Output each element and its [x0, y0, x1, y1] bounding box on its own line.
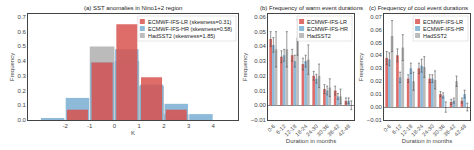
svg-text:Duration in months: Duration in months: [286, 138, 336, 144]
svg-text:0-6: 0-6: [266, 123, 276, 133]
svg-text:HadSST2: HadSST2: [423, 33, 447, 39]
svg-text:0.0: 0.0: [18, 117, 27, 123]
svg-text:0.2: 0.2: [18, 88, 27, 94]
svg-text:42-48: 42-48: [337, 123, 351, 137]
svg-text:24-30: 24-30: [421, 123, 435, 137]
svg-text:-2: -2: [62, 123, 68, 129]
svg-text:ECMWF-IFS-LR: ECMWF-IFS-LR: [307, 19, 347, 25]
svg-text:Duration in months: Duration in months: [402, 138, 452, 144]
svg-text:ECMWF-IFS-HR: ECMWF-IFS-HR: [423, 26, 464, 32]
svg-text:0.5: 0.5: [18, 43, 27, 49]
svg-text:ECMWF-IFS-LR (skewness=0.31): ECMWF-IFS-LR (skewness=0.31): [148, 19, 231, 25]
svg-text:ECMWF-IFS-HR: ECMWF-IFS-HR: [307, 26, 348, 32]
svg-text:(b) Frequency of warm event du: (b) Frequency of warm event durations: [260, 5, 363, 11]
svg-text:(c) Frequency of cool event du: (c) Frequency of cool event durations: [369, 5, 468, 11]
svg-text:0.02: 0.02: [370, 78, 382, 84]
svg-text:36-42: 36-42: [326, 123, 340, 137]
svg-text:0.01: 0.01: [254, 88, 266, 94]
svg-text:K: K: [131, 130, 135, 136]
svg-text:0.1: 0.1: [18, 102, 27, 108]
svg-text:Frequency: Frequency: [358, 53, 364, 81]
svg-text:6-12: 6-12: [391, 123, 403, 135]
svg-text:18-24: 18-24: [294, 123, 308, 137]
svg-text:4: 4: [212, 123, 216, 129]
svg-text:−0.01: −0.01: [367, 117, 383, 123]
svg-text:0.03: 0.03: [254, 58, 266, 64]
svg-text:30-36: 30-36: [432, 123, 446, 137]
svg-text:18-24: 18-24: [410, 123, 424, 137]
svg-text:0.4: 0.4: [18, 58, 27, 64]
svg-text:24-30: 24-30: [305, 123, 319, 137]
svg-text:30-36: 30-36: [316, 123, 330, 137]
svg-text:0.6: 0.6: [18, 29, 27, 35]
svg-text:2: 2: [162, 123, 166, 129]
svg-text:0.07: 0.07: [370, 14, 382, 20]
svg-text:0: 0: [113, 123, 117, 129]
svg-text:0.3: 0.3: [18, 73, 27, 79]
svg-text:Frequency: Frequency: [242, 53, 248, 81]
svg-text:36-42: 36-42: [442, 123, 456, 137]
svg-text:12-18: 12-18: [283, 123, 297, 137]
svg-text:0.01: 0.01: [370, 91, 382, 97]
svg-text:0.03: 0.03: [370, 65, 382, 71]
svg-text:0.00: 0.00: [370, 104, 382, 110]
svg-text:0.7: 0.7: [18, 14, 27, 20]
svg-text:0.06: 0.06: [254, 14, 266, 20]
svg-text:6-12: 6-12: [275, 123, 287, 135]
svg-text:1: 1: [138, 123, 142, 129]
svg-text:0.04: 0.04: [254, 43, 266, 49]
svg-text:HadSST2: HadSST2: [307, 33, 331, 39]
svg-text:HadSST2 (skewness=1.85): HadSST2 (skewness=1.85): [148, 33, 215, 39]
svg-text:3: 3: [187, 123, 191, 129]
svg-text:0.06: 0.06: [370, 27, 382, 33]
svg-text:ECMWF-IFS-LR: ECMWF-IFS-LR: [423, 19, 463, 25]
svg-text:0.05: 0.05: [254, 29, 266, 35]
svg-text:-1: -1: [87, 123, 93, 129]
svg-text:0.02: 0.02: [254, 73, 266, 79]
svg-text:0-6: 0-6: [382, 123, 392, 133]
svg-text:0.04: 0.04: [370, 52, 382, 58]
svg-text:(a) SST anomalies in Nino1+2 r: (a) SST anomalies in Nino1+2 region: [84, 5, 182, 11]
svg-text:12-18: 12-18: [399, 123, 413, 137]
svg-text:Frequency: Frequency: [9, 53, 15, 81]
svg-text:0.00: 0.00: [254, 102, 266, 108]
svg-text:42-48: 42-48: [453, 123, 467, 137]
svg-text:0.05: 0.05: [370, 40, 382, 46]
svg-text:ECMWF-IFS-HR (skewness=0.58): ECMWF-IFS-HR (skewness=0.58): [148, 26, 232, 32]
svg-text:−0.01: −0.01: [251, 117, 267, 123]
